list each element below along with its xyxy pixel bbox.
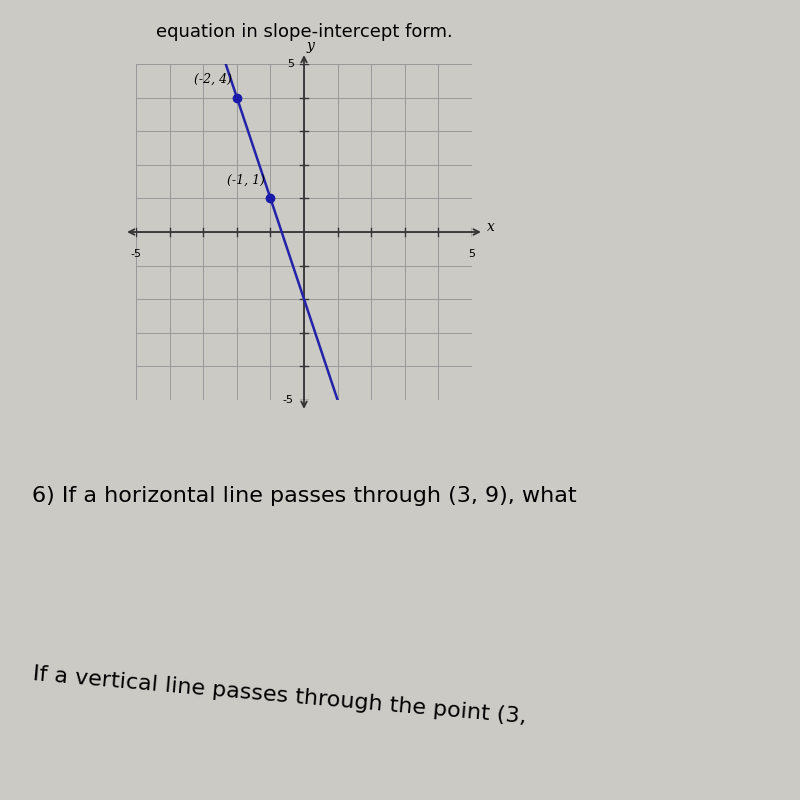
Text: equation in slope-intercept form.: equation in slope-intercept form. <box>156 23 452 41</box>
Text: (-2, 4): (-2, 4) <box>194 73 232 86</box>
Text: 5: 5 <box>287 59 294 69</box>
Text: If a vertical line passes through the point (3,: If a vertical line passes through the po… <box>32 665 527 727</box>
Text: y: y <box>306 38 314 53</box>
Text: (-1, 1): (-1, 1) <box>227 174 266 186</box>
Text: 6) If a horizontal line passes through (3, 9), what: 6) If a horizontal line passes through (… <box>32 486 577 506</box>
Text: -5: -5 <box>283 395 294 405</box>
Text: 5: 5 <box>469 249 475 258</box>
Text: x: x <box>486 220 494 234</box>
Text: -5: -5 <box>130 249 142 258</box>
